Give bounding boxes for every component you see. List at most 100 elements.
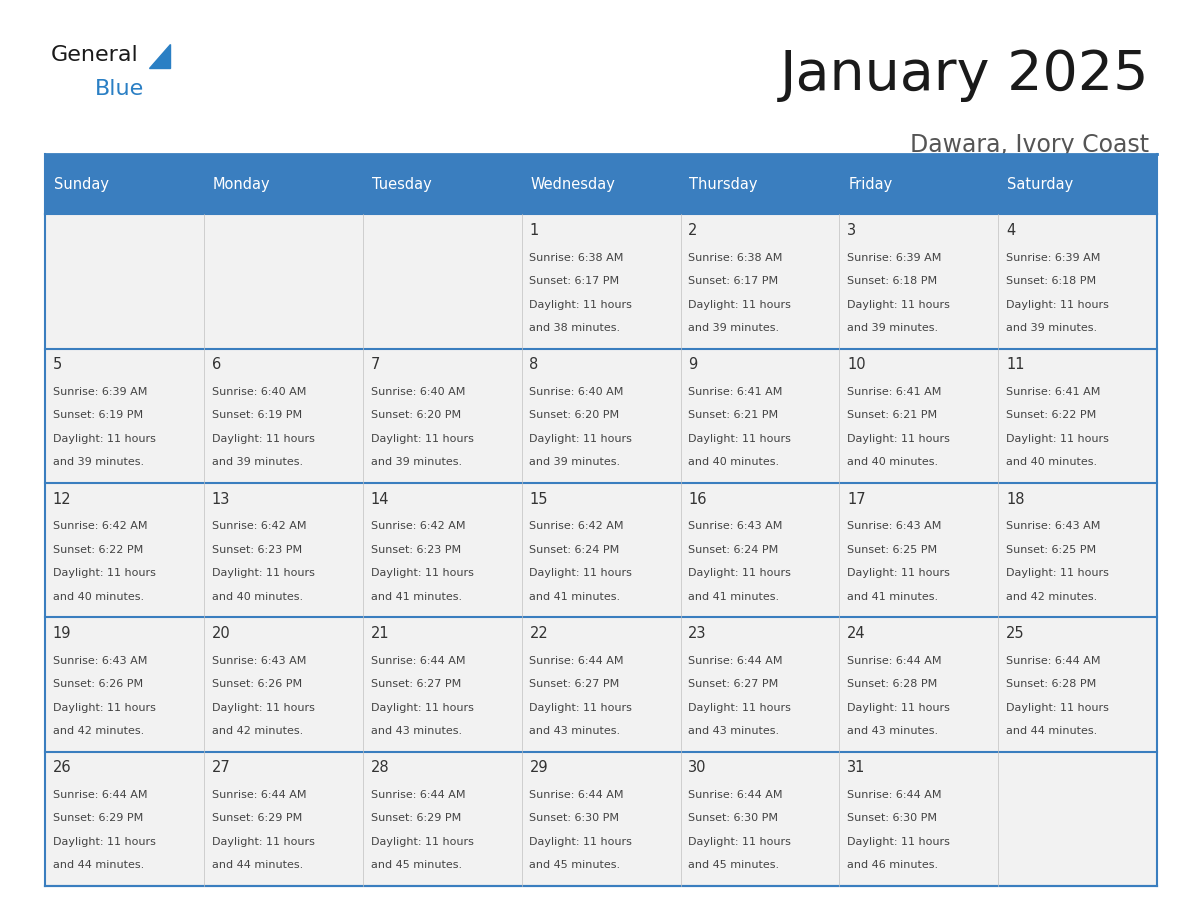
Bar (998, 154, 1157, 214)
Text: 21: 21 (371, 626, 390, 641)
Text: Daylight: 11 hours: Daylight: 11 hours (1006, 568, 1108, 578)
Text: Sunrise: 6:43 AM: Sunrise: 6:43 AM (1006, 521, 1100, 532)
Bar (362, 752, 522, 886)
Text: Sunrise: 6:42 AM: Sunrise: 6:42 AM (530, 521, 624, 532)
Bar (204, 752, 362, 886)
Text: Sunset: 6:24 PM: Sunset: 6:24 PM (688, 544, 778, 554)
Text: Sunset: 6:19 PM: Sunset: 6:19 PM (53, 410, 143, 420)
Text: Sunset: 6:25 PM: Sunset: 6:25 PM (1006, 544, 1097, 554)
Text: 4: 4 (1006, 223, 1016, 238)
Text: Sunset: 6:26 PM: Sunset: 6:26 PM (53, 679, 143, 689)
Text: and 39 minutes.: and 39 minutes. (53, 457, 144, 467)
Bar (681, 214, 840, 349)
Bar (45, 483, 204, 617)
Bar (204, 483, 362, 617)
Text: Sunset: 6:30 PM: Sunset: 6:30 PM (688, 813, 778, 823)
Text: Daylight: 11 hours: Daylight: 11 hours (847, 702, 950, 712)
Text: Daylight: 11 hours: Daylight: 11 hours (847, 434, 950, 444)
Text: 24: 24 (847, 626, 866, 641)
Text: Sunrise: 6:40 AM: Sunrise: 6:40 AM (530, 386, 624, 397)
Text: Monday: Monday (213, 177, 271, 192)
Text: Sunrise: 6:43 AM: Sunrise: 6:43 AM (53, 655, 147, 666)
Bar (204, 617, 362, 752)
Text: and 43 minutes.: and 43 minutes. (688, 726, 779, 736)
Text: 9: 9 (688, 357, 697, 373)
Bar (362, 349, 522, 483)
Text: 5: 5 (53, 357, 62, 373)
Text: Sunrise: 6:42 AM: Sunrise: 6:42 AM (53, 521, 147, 532)
Text: Sunset: 6:29 PM: Sunset: 6:29 PM (53, 813, 144, 823)
Text: 31: 31 (847, 760, 866, 776)
Text: Sunset: 6:18 PM: Sunset: 6:18 PM (847, 276, 937, 286)
Text: 3: 3 (847, 223, 857, 238)
Text: Dawara, Ivory Coast: Dawara, Ivory Coast (910, 133, 1149, 157)
Text: and 40 minutes.: and 40 minutes. (847, 457, 939, 467)
Text: Sunset: 6:27 PM: Sunset: 6:27 PM (530, 679, 620, 689)
Text: and 44 minutes.: and 44 minutes. (1006, 726, 1098, 736)
Text: Sunrise: 6:44 AM: Sunrise: 6:44 AM (688, 789, 783, 800)
Text: 1: 1 (530, 223, 538, 238)
Text: Sunset: 6:23 PM: Sunset: 6:23 PM (211, 544, 302, 554)
Text: and 43 minutes.: and 43 minutes. (530, 726, 620, 736)
Text: Daylight: 11 hours: Daylight: 11 hours (847, 299, 950, 309)
Text: Thursday: Thursday (689, 177, 758, 192)
Bar (840, 154, 998, 214)
Text: Daylight: 11 hours: Daylight: 11 hours (530, 568, 632, 578)
Text: Sunset: 6:30 PM: Sunset: 6:30 PM (847, 813, 937, 823)
Text: Sunset: 6:26 PM: Sunset: 6:26 PM (211, 679, 302, 689)
Text: and 39 minutes.: and 39 minutes. (688, 323, 779, 333)
Text: Daylight: 11 hours: Daylight: 11 hours (53, 702, 156, 712)
Text: Sunset: 6:18 PM: Sunset: 6:18 PM (1006, 276, 1097, 286)
Text: Sunrise: 6:44 AM: Sunrise: 6:44 AM (688, 655, 783, 666)
Text: Saturday: Saturday (1007, 177, 1074, 192)
Text: Sunrise: 6:44 AM: Sunrise: 6:44 AM (371, 789, 466, 800)
Bar (45, 214, 204, 349)
Text: Daylight: 11 hours: Daylight: 11 hours (1006, 702, 1108, 712)
Text: 2: 2 (688, 223, 697, 238)
Bar (998, 483, 1157, 617)
Bar (522, 483, 681, 617)
Polygon shape (150, 44, 170, 68)
Bar (840, 349, 998, 483)
Text: and 40 minutes.: and 40 minutes. (1006, 457, 1098, 467)
Text: and 44 minutes.: and 44 minutes. (211, 860, 303, 870)
Bar (45, 154, 204, 214)
Text: Wednesday: Wednesday (531, 177, 615, 192)
Text: Sunrise: 6:44 AM: Sunrise: 6:44 AM (53, 789, 147, 800)
Text: Sunrise: 6:44 AM: Sunrise: 6:44 AM (530, 655, 624, 666)
Text: and 39 minutes.: and 39 minutes. (530, 457, 620, 467)
Text: Sunset: 6:19 PM: Sunset: 6:19 PM (211, 410, 302, 420)
Text: Daylight: 11 hours: Daylight: 11 hours (53, 434, 156, 444)
Text: and 46 minutes.: and 46 minutes. (847, 860, 939, 870)
Bar (681, 752, 840, 886)
Text: Tuesday: Tuesday (372, 177, 431, 192)
Text: and 40 minutes.: and 40 minutes. (211, 592, 303, 601)
Text: Sunset: 6:20 PM: Sunset: 6:20 PM (371, 410, 461, 420)
Text: Daylight: 11 hours: Daylight: 11 hours (371, 568, 474, 578)
Text: Daylight: 11 hours: Daylight: 11 hours (530, 837, 632, 847)
Text: and 41 minutes.: and 41 minutes. (688, 592, 779, 601)
Bar (681, 349, 840, 483)
Text: 20: 20 (211, 626, 230, 641)
Text: Sunset: 6:28 PM: Sunset: 6:28 PM (1006, 679, 1097, 689)
Text: 7: 7 (371, 357, 380, 373)
Text: Daylight: 11 hours: Daylight: 11 hours (211, 702, 315, 712)
Bar (45, 617, 204, 752)
Text: 29: 29 (530, 760, 548, 776)
Text: and 39 minutes.: and 39 minutes. (371, 457, 462, 467)
Text: Daylight: 11 hours: Daylight: 11 hours (847, 837, 950, 847)
Text: Daylight: 11 hours: Daylight: 11 hours (371, 434, 474, 444)
Text: 27: 27 (211, 760, 230, 776)
Bar (998, 349, 1157, 483)
Text: and 42 minutes.: and 42 minutes. (1006, 592, 1098, 601)
Text: Sunset: 6:20 PM: Sunset: 6:20 PM (530, 410, 620, 420)
Text: and 43 minutes.: and 43 minutes. (371, 726, 462, 736)
Text: Daylight: 11 hours: Daylight: 11 hours (530, 434, 632, 444)
Text: 10: 10 (847, 357, 866, 373)
Text: Sunrise: 6:39 AM: Sunrise: 6:39 AM (847, 252, 942, 263)
Bar (840, 214, 998, 349)
Bar (522, 214, 681, 349)
Text: and 45 minutes.: and 45 minutes. (688, 860, 779, 870)
Text: Sunset: 6:27 PM: Sunset: 6:27 PM (371, 679, 461, 689)
Text: Sunrise: 6:44 AM: Sunrise: 6:44 AM (1006, 655, 1100, 666)
